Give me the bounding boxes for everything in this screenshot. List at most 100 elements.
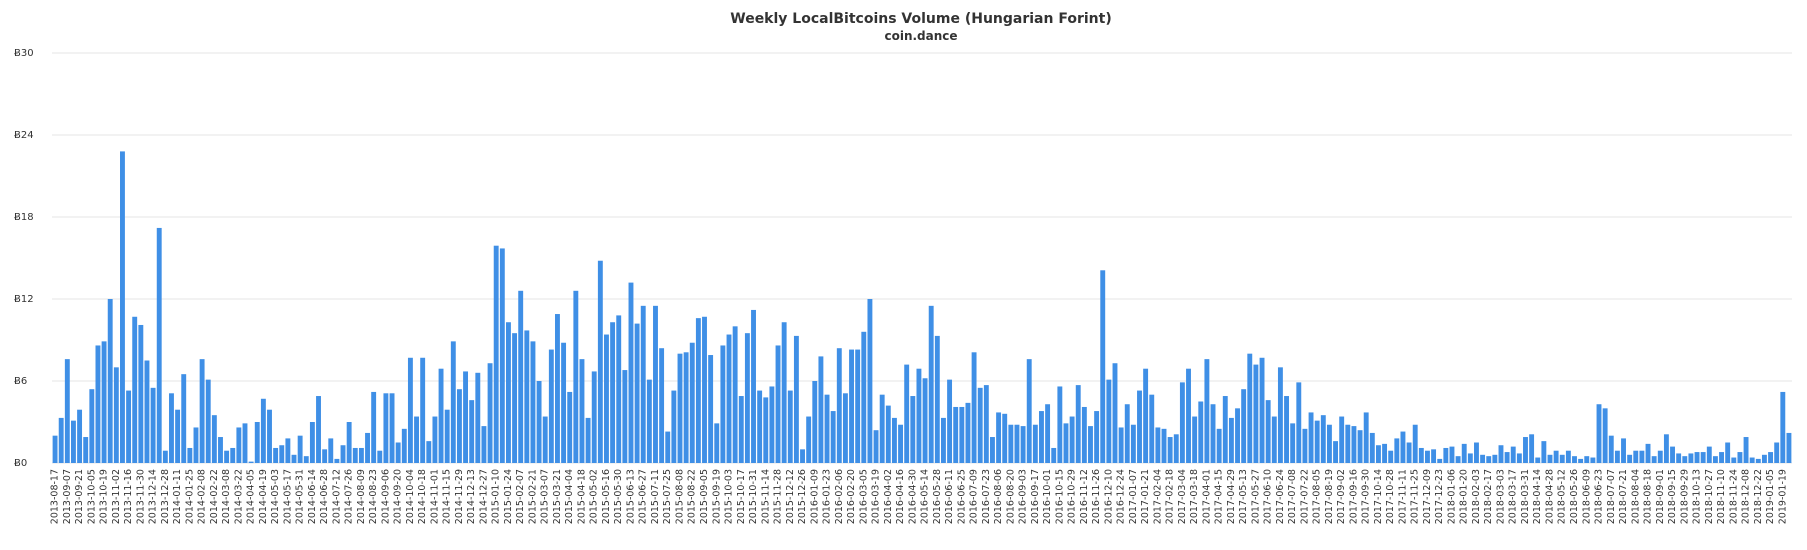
bar: [873, 430, 879, 463]
x-tick-label: 2017-05-27: [1250, 469, 1261, 524]
bar: [861, 331, 867, 463]
bar: [665, 431, 671, 463]
bar: [1204, 359, 1210, 463]
x-tick-label: 2016-07-23: [981, 469, 992, 524]
bar: [775, 345, 781, 463]
x-tick-label: 2014-11-01: [429, 469, 440, 524]
x-tick-label: 2015-07-25: [662, 469, 673, 524]
bar: [1670, 446, 1675, 463]
x-tick-label: 2014-01-25: [184, 469, 195, 524]
x-tick-label: 2014-07-12: [331, 469, 342, 524]
bar: [1369, 432, 1375, 463]
x-tick-label: 2016-06-11: [944, 469, 955, 524]
bar: [904, 364, 910, 463]
bar: [267, 409, 272, 463]
x-tick-label: 2015-10-31: [748, 469, 759, 524]
bar: [640, 305, 646, 463]
bar: [928, 305, 934, 463]
bar: [959, 406, 965, 463]
x-tick-label: 2015-05-30: [613, 469, 624, 524]
bar: [1706, 446, 1712, 463]
x-tick-label: 2018-10-13: [1692, 469, 1703, 524]
bar: [291, 454, 297, 463]
x-tick-label: 2016-05-14: [920, 469, 931, 524]
x-tick-label: 2018-03-17: [1508, 469, 1519, 524]
bar: [260, 398, 266, 463]
bar: [150, 387, 156, 463]
bar: [1676, 453, 1682, 463]
bar: [610, 322, 616, 463]
bar: [475, 372, 481, 463]
x-tick-label: 2015-08-08: [674, 469, 685, 524]
bar: [414, 416, 419, 463]
bar: [230, 447, 236, 463]
x-tick-label: 2019-01-19: [1777, 469, 1788, 524]
bar: [1382, 443, 1388, 463]
bar: [113, 367, 119, 463]
bar: [898, 424, 904, 463]
bar: [1094, 411, 1100, 463]
bar: [438, 368, 444, 463]
bar: [1584, 456, 1590, 463]
x-tick-label: 2018-04-14: [1532, 469, 1543, 524]
bar: [1290, 423, 1296, 463]
bar: [1480, 454, 1486, 463]
bar: [52, 435, 58, 463]
bar: [1259, 357, 1265, 463]
x-tick-label: 2016-08-20: [1005, 469, 1016, 524]
x-tick-label: 2016-08-06: [993, 469, 1004, 524]
bar: [1051, 447, 1057, 463]
bar: [1149, 394, 1155, 463]
bar: [340, 445, 346, 463]
x-tick-label: 2017-02-18: [1165, 469, 1176, 524]
x-tick-label: 2018-06-23: [1594, 469, 1605, 524]
bar: [1333, 441, 1339, 463]
bar: [1167, 437, 1173, 463]
bar: [1553, 450, 1559, 463]
bar: [1431, 449, 1437, 463]
x-tick-label: 2014-08-23: [368, 469, 379, 524]
x-tick-label: 2018-08-04: [1630, 469, 1641, 524]
x-tick-label: 2014-10-18: [417, 469, 428, 524]
bar: [1100, 270, 1106, 463]
bar: [1155, 427, 1161, 463]
bar: [1277, 367, 1283, 463]
bar: [1492, 454, 1498, 463]
bar: [126, 390, 132, 463]
x-tick-label: 2014-06-14: [307, 469, 318, 524]
x-tick-label: 2016-11-12: [1079, 469, 1090, 524]
bar: [1596, 404, 1602, 463]
x-tick-label: 2014-01-11: [172, 469, 183, 524]
bar: [138, 324, 144, 463]
x-tick-label: 2017-07-22: [1299, 469, 1310, 524]
bar: [218, 437, 223, 463]
x-tick-label: 2014-07-26: [344, 469, 355, 524]
bar: [646, 379, 652, 463]
bar: [1437, 458, 1443, 463]
bar: [1002, 413, 1008, 463]
bar: [1026, 359, 1032, 463]
bar: [573, 290, 579, 463]
bar: [1057, 386, 1063, 463]
x-tick-label: 2017-06-10: [1263, 469, 1274, 524]
bar: [1768, 452, 1774, 463]
x-tick-label: 2014-12-27: [478, 469, 489, 524]
bar: [70, 420, 76, 463]
bar: [1284, 396, 1289, 463]
bar: [1063, 423, 1069, 463]
bar: [1633, 450, 1639, 463]
bar: [1039, 411, 1044, 463]
x-tick-label: 2017-04-01: [1201, 469, 1212, 524]
x-tick-label: 2017-02-04: [1152, 469, 1163, 524]
bar: [1045, 404, 1051, 463]
bar: [1786, 432, 1792, 463]
x-tick-label: 2014-09-20: [393, 469, 404, 524]
x-tick-label: 2018-09-29: [1679, 469, 1690, 524]
bar: [934, 335, 940, 463]
bar: [169, 393, 174, 463]
bar: [1516, 453, 1522, 463]
y-tick-label: Ƀ30: [14, 48, 34, 59]
bar: [990, 437, 995, 463]
x-tick-label: 2015-11-28: [773, 469, 784, 524]
